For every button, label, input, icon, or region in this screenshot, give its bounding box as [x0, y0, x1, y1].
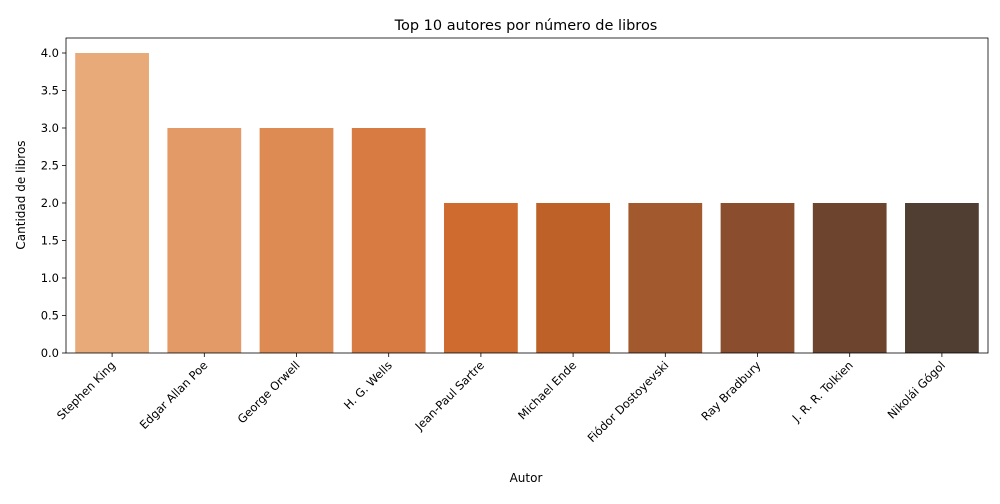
bar: [444, 203, 518, 353]
y-axis-label: Cantidad de libros: [14, 140, 28, 249]
y-tick-label: 1.5: [41, 234, 59, 248]
chart-title: Top 10 autores por número de libros: [394, 18, 658, 34]
bar: [905, 203, 979, 353]
y-tick-label: 4.0: [41, 46, 59, 60]
x-tick-label: Stephen King: [54, 358, 118, 422]
x-tick-label: Jean-Paul Sartre: [412, 358, 487, 433]
x-tick-label: Michael Ende: [515, 358, 579, 422]
y-tick-label: 1.0: [41, 271, 59, 285]
y-tick-label: 0.5: [41, 309, 59, 323]
bar: [628, 203, 703, 353]
y-axis: 0.0 0.5 1.0 1.5 2.0 2.5 3.0 3.5 4.0: [41, 46, 66, 360]
bar: [75, 53, 149, 353]
y-tick-label: 0.0: [41, 346, 59, 360]
bar: [167, 128, 242, 353]
x-tick-label: Nikolái Gógol: [885, 358, 948, 421]
bar: [720, 203, 795, 353]
x-tick-label: J. R. R. Tolkien: [789, 358, 856, 425]
x-axis: Stephen King Edgar Allan Poe George Orwell…: [54, 353, 948, 445]
x-tick-label: George Orwell: [235, 358, 303, 426]
y-tick-label: 2.0: [41, 196, 59, 210]
bar: [812, 203, 887, 353]
y-tick-label: 2.5: [41, 159, 59, 173]
x-tick-label: Ray Bradbury: [698, 358, 763, 423]
bar: [259, 128, 334, 353]
x-tick-label: Fiódor Dostoyevski: [585, 358, 672, 445]
bar: [351, 128, 426, 353]
bar: [536, 203, 610, 353]
y-tick-label: 3.5: [41, 84, 59, 98]
y-tick-label: 3.0: [41, 121, 59, 135]
x-tick-label: H. G. Wells: [341, 358, 395, 412]
bars-group: [75, 53, 979, 353]
x-tick-label: Edgar Allan Poe: [137, 358, 211, 432]
plot-frame: [65, 37, 989, 354]
x-axis-label: Autor: [510, 471, 543, 485]
